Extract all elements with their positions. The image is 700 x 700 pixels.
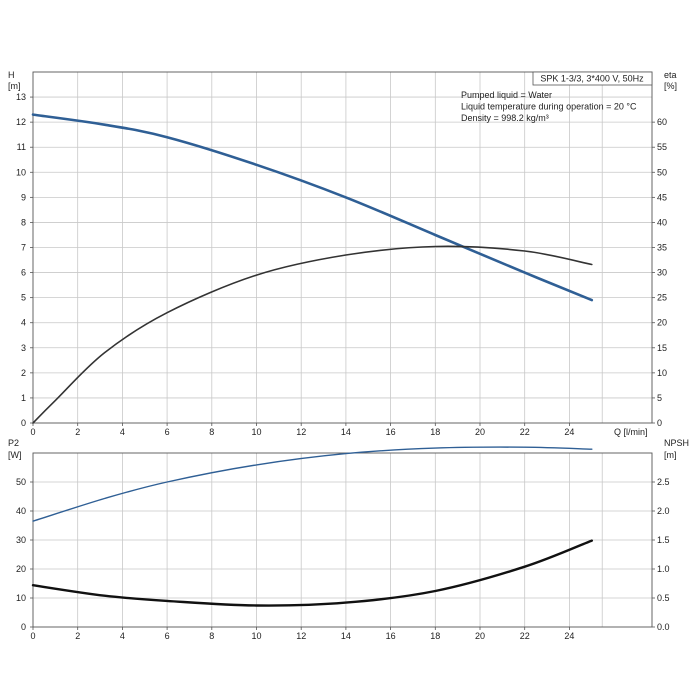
x-tick-label: 14 (341, 427, 351, 437)
right-tick-label: 15 (657, 343, 667, 353)
right-tick-label: 2.5 (657, 477, 670, 487)
x-tick-label: 22 (520, 631, 530, 641)
series-line-2 (31, 539, 593, 607)
x-tick-label: 0 (30, 631, 35, 641)
left-tick-label: 10 (16, 593, 26, 603)
x-tick-label: 18 (430, 631, 440, 641)
x-axis-label: Q [l/min] (614, 427, 648, 437)
left-tick-label: 10 (16, 167, 26, 177)
right-tick-label: 5 (657, 393, 662, 403)
chart-title: SPK 1-3/3, 3*400 V, 50Hz (540, 74, 644, 84)
right-tick-label: 1.0 (657, 564, 670, 574)
series-line-1 (31, 113, 594, 302)
right-tick-label: 0 (657, 418, 662, 428)
series-line-2 (32, 245, 593, 424)
left-tick-label: 12 (16, 117, 26, 127)
head-efficiency-panel: 0123456789101112130510152025303540455055… (8, 70, 677, 437)
left-tick-label: 3 (21, 343, 26, 353)
right-tick-label: 2.0 (657, 506, 670, 516)
left-tick-label: 9 (21, 192, 26, 202)
x-tick-label: 8 (209, 631, 214, 641)
annotation-text: Density = 998.2 kg/m³ (461, 113, 549, 123)
x-tick-label: 0 (30, 427, 35, 437)
x-tick-label: 4 (120, 427, 125, 437)
right-tick-label: 20 (657, 318, 667, 328)
x-tick-label: 20 (475, 631, 485, 641)
right-tick-label: 25 (657, 293, 667, 303)
right-tick-label: 40 (657, 217, 667, 227)
left-tick-label: 6 (21, 268, 26, 278)
left-tick-label: 4 (21, 318, 26, 328)
left-tick-label: 50 (16, 477, 26, 487)
annotation-text: Pumped liquid = Water (461, 90, 552, 100)
x-tick-label: 16 (386, 631, 396, 641)
title-box (532, 71, 653, 86)
left-axis-label: H (8, 70, 15, 80)
left-tick-label: 20 (16, 564, 26, 574)
series-line-1 (32, 446, 593, 522)
left-tick-label: 1 (21, 393, 26, 403)
right-axis-label: NPSH (664, 438, 689, 448)
right-tick-label: 0.0 (657, 622, 670, 632)
left-tick-label: 8 (21, 217, 26, 227)
right-tick-label: 10 (657, 368, 667, 378)
left-axis-label: P2 (8, 438, 19, 448)
left-tick-label: 7 (21, 243, 26, 253)
right-axis-unit: [%] (664, 81, 677, 91)
right-tick-label: 35 (657, 243, 667, 253)
left-tick-label: 5 (21, 293, 26, 303)
left-tick-label: 11 (17, 142, 26, 152)
right-axis-label: eta (664, 70, 677, 80)
x-tick-label: 12 (296, 427, 306, 437)
x-tick-label: 2 (75, 631, 80, 641)
right-axis-unit: [m] (664, 450, 677, 460)
right-tick-label: 0.5 (657, 593, 670, 603)
left-tick-label: 0 (21, 418, 26, 428)
x-tick-label: 4 (120, 631, 125, 641)
right-tick-label: 45 (657, 192, 667, 202)
right-tick-label: 55 (657, 142, 667, 152)
left-axis-unit: [m] (8, 81, 21, 91)
x-tick-label: 16 (386, 427, 396, 437)
left-tick-label: 13 (16, 92, 26, 102)
left-tick-label: 40 (16, 506, 26, 516)
x-tick-label: 20 (475, 427, 485, 437)
x-tick-label: 10 (251, 631, 261, 641)
x-tick-label: 8 (209, 427, 214, 437)
left-tick-label: 2 (21, 368, 26, 378)
x-tick-label: 24 (564, 427, 574, 437)
x-tick-label: 24 (564, 631, 574, 641)
right-tick-label: 50 (657, 167, 667, 177)
right-tick-label: 60 (657, 117, 667, 127)
left-tick-label: 30 (16, 535, 26, 545)
x-tick-label: 10 (251, 427, 261, 437)
x-tick-label: 18 (430, 427, 440, 437)
left-tick-label: 0 (21, 622, 26, 632)
annotation-text: Liquid temperature during operation = 20… (461, 102, 637, 112)
x-tick-label: 2 (75, 427, 80, 437)
x-tick-label: 6 (165, 631, 170, 641)
x-tick-label: 22 (520, 427, 530, 437)
right-tick-label: 30 (657, 268, 667, 278)
x-tick-label: 12 (296, 631, 306, 641)
left-axis-unit: [W] (8, 450, 22, 460)
right-tick-label: 1.5 (657, 535, 670, 545)
x-tick-label: 6 (165, 427, 170, 437)
x-tick-label: 14 (341, 631, 351, 641)
